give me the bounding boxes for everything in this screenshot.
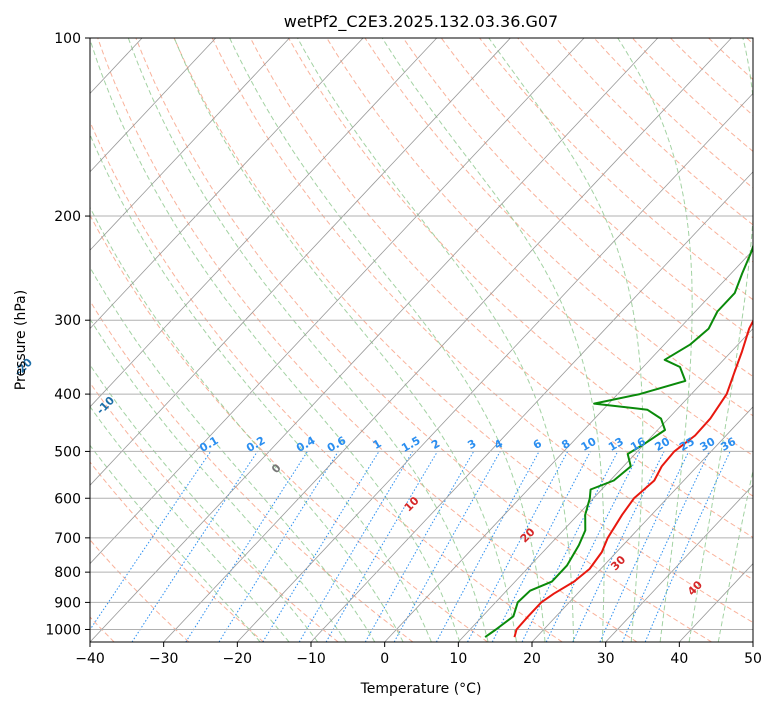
dry-adiabat	[97, 38, 638, 642]
mixing-ratio-line	[218, 451, 339, 642]
dry-adiabat	[440, 38, 753, 339]
plot-area	[90, 38, 753, 642]
isotherm	[90, 38, 438, 408]
x-tick-label: −20	[223, 651, 253, 667]
mixing-ratio-line	[491, 451, 591, 642]
dry-adiabat	[90, 539, 190, 642]
moist-adiabat	[90, 206, 404, 642]
isotherm	[237, 92, 753, 642]
isotherm	[90, 38, 364, 330]
y-axis: 100 200 300 400 500 600 700 800 900 1000	[45, 31, 90, 638]
x-tick-label: 20	[523, 651, 541, 667]
dry-adiabat	[364, 38, 753, 417]
moist-adiabat	[173, 38, 517, 642]
dry-adiabat	[555, 38, 753, 226]
moist-adiabat	[90, 318, 347, 642]
isotherm	[90, 38, 217, 173]
dry-adiabat	[173, 38, 753, 624]
plot-frame	[89, 37, 754, 643]
moist-adiabat	[488, 38, 644, 642]
moist-adiabat	[90, 38, 461, 642]
isotherm	[163, 38, 732, 642]
dry-adiabat	[288, 38, 753, 497]
x-tick-label: 50	[744, 651, 762, 667]
isotherm	[310, 171, 753, 642]
x-axis: −40 −30 −20 −10 0 10 20 30 40 50	[75, 642, 762, 667]
grid	[90, 38, 753, 642]
mixing-ratio-line	[262, 451, 380, 642]
mixing-ratio-line	[393, 451, 501, 642]
x-tick-label: −40	[75, 651, 105, 667]
isotherm	[90, 38, 290, 251]
chart-title: wetPf2_C2E3.2025.132.03.36.G07	[284, 12, 558, 32]
y-tick-label: 400	[54, 387, 81, 403]
mixing-ratio-line	[185, 451, 308, 642]
mixing-ratio-line	[435, 451, 540, 642]
moist-adiabat	[717, 468, 753, 642]
x-tick-label: −30	[149, 651, 179, 667]
y-tick-label: 500	[54, 444, 81, 460]
mixing-ratio-line	[572, 451, 665, 642]
dry-adiabat	[90, 461, 264, 642]
moist-adiabat	[617, 38, 693, 642]
y-tick-label: 300	[54, 313, 81, 329]
dry-adiabat	[402, 38, 753, 378]
profiles	[484, 243, 753, 638]
moist-adiabat	[90, 266, 376, 642]
x-tick-label: 10	[449, 651, 467, 667]
isotherm	[90, 38, 585, 565]
dry-adiabat	[326, 38, 753, 457]
dry-adiabat	[249, 38, 753, 539]
moist-adiabat	[381, 38, 605, 642]
y-tick-label: 200	[54, 209, 81, 225]
mixing-ratio-line	[364, 451, 475, 642]
mixing-ratio-line	[131, 451, 258, 642]
moist-adiabat	[229, 38, 546, 642]
dry-adiabat	[517, 38, 753, 263]
y-tick-label: 1000	[45, 622, 81, 638]
moist-adiabat	[688, 38, 753, 642]
y-tick-label: 800	[54, 565, 81, 581]
dry-adiabat	[90, 120, 563, 642]
isotherm	[90, 38, 659, 642]
moist-adiabat	[90, 444, 261, 642]
background-lines	[90, 38, 753, 642]
dewpoint-line	[484, 243, 753, 638]
y-tick-label: 100	[54, 31, 81, 47]
dry-adiabat	[135, 38, 712, 642]
x-tick-label: −10	[296, 651, 326, 667]
dry-adiabat	[593, 38, 753, 189]
y-axis-label: Pressure (hPa)	[13, 290, 29, 390]
moist-adiabat	[297, 38, 575, 642]
mixing-ratio-line	[521, 451, 619, 642]
mixing-ratio-line	[599, 451, 690, 642]
isotherm	[90, 38, 511, 486]
isotherm	[384, 249, 753, 642]
moist-adiabat	[90, 363, 319, 642]
x-axis-label: Temperature (°C)	[360, 681, 482, 697]
isotherm	[458, 327, 753, 642]
temperature-line	[513, 319, 753, 638]
isotherm	[605, 484, 753, 642]
x-tick-label: 0	[380, 651, 389, 667]
y-tick-label: 900	[54, 595, 81, 611]
mixing-ratio-line	[467, 451, 569, 642]
x-tick-label: 40	[670, 651, 688, 667]
dry-adiabat	[90, 300, 414, 642]
isotherm	[531, 406, 753, 642]
x-tick-label: 30	[597, 651, 615, 667]
y-tick-label: 700	[54, 531, 81, 547]
dry-adiabat	[631, 38, 753, 153]
y-tick-label: 600	[54, 491, 81, 507]
moist-adiabat	[127, 38, 489, 642]
